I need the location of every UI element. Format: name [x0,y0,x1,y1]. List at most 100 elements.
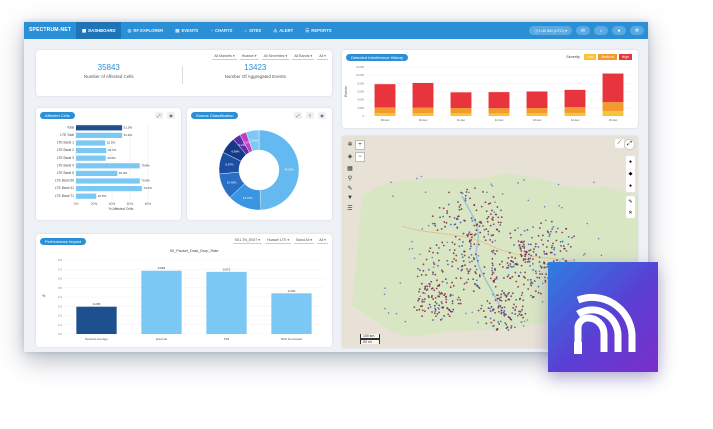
filter-dropdown[interactable]: All ▾ [317,53,328,60]
stacked-bar-segment[interactable] [565,90,586,107]
detected-history-card: Detected Interference History Severity L… [342,50,638,128]
stacked-bar-segment[interactable] [565,113,586,116]
bar[interactable] [76,307,116,334]
filter-dropdown[interactable]: All Severities ▾ [262,53,290,60]
stacked-bar-segment[interactable] [375,107,396,113]
y-tick-label: 0.6 [58,277,62,281]
severity-high[interactable]: High [619,54,632,60]
pencil-icon[interactable]: ✎ [346,184,354,192]
map-icon[interactable]: ▦ [346,164,354,172]
bar-value-label: 0.672 [223,267,231,271]
zoom-in-button[interactable]: + [355,140,365,150]
circle-icon[interactable]: ● [629,183,632,189]
user-menu-button[interactable]: ● [612,26,626,35]
nav-item-events[interactable]: ▤ EVENTS [169,22,204,39]
stacked-bar-segment[interactable] [603,74,624,103]
stacked-bar-segment[interactable] [451,108,472,113]
filter-dropdown[interactable]: All Bands ▾ [292,53,314,60]
stacked-bar-segment[interactable] [413,83,434,108]
stacked-bar-segment[interactable] [375,113,396,116]
camera-icon[interactable]: ◉ [318,112,326,119]
y-axis-label: Events [344,86,348,97]
stacked-bar-segment[interactable] [565,107,586,113]
bar[interactable] [76,163,140,168]
slice-value-label: 49.23% [284,167,294,171]
stacked-bar-segment[interactable] [413,113,434,116]
filter-dropdown[interactable]: S01.TN_E007 ▾ [233,237,262,244]
bar-value-label: 70.8% [141,163,150,167]
bar[interactable] [76,171,117,176]
stacked-bar-segment[interactable] [489,92,510,108]
stacked-bar-segment[interactable] [527,108,548,113]
stacked-bar-segment[interactable] [451,92,472,108]
notifications-button[interactable]: ♪ [594,26,608,35]
filter-value: All Bands [294,54,309,58]
stacked-bar-segment[interactable] [603,111,624,116]
bar[interactable] [76,140,105,145]
category-label: Network Average [85,337,108,341]
edit-icon[interactable]: ✎ [628,199,632,205]
bar[interactable] [141,271,181,334]
bar[interactable] [76,194,96,199]
nav-item-reports[interactable]: ☰ REPORTS [299,22,337,39]
y-tick-label: 6,000 [358,90,365,94]
filter-dropdown[interactable]: Band All ▾ [294,237,314,244]
stacked-bar-segment[interactable] [603,102,624,111]
filter-dropdown[interactable]: Huawei LTE ▾ [265,237,291,244]
filter-dropdown[interactable]: All ▾ [317,237,328,244]
stacked-bar-segment[interactable] [451,113,472,116]
bar[interactable] [76,133,122,138]
search-icon[interactable]: ⚲ [346,174,354,182]
stacked-bar-segment[interactable] [375,84,396,107]
polygon-icon[interactable]: ◆ [629,171,633,177]
filter-icon[interactable]: ▼ [346,194,354,202]
y-tick-label: 4,000 [358,98,365,102]
filter-dropdown[interactable]: Huawei ▾ [240,53,259,60]
user-icon: ● [617,28,620,34]
severity-medium[interactable]: Medium [598,54,616,60]
expand-icon[interactable]: ⤢ [294,112,302,119]
zoom-out-button[interactable]: − [355,152,365,162]
ruler-icon[interactable]: ⟋ [615,139,624,148]
affected-cells-chart: 0% 20% 40% 60% 80%Total 51.2%LTE Total 51.2%LT… [36,120,181,220]
stacked-bar-segment[interactable] [527,92,548,109]
announce-button[interactable]: ✉ [576,26,590,35]
layers-icon[interactable]: ◈ [346,152,354,160]
camera-icon[interactable]: ◉ [167,112,175,119]
bar[interactable] [76,178,140,183]
bar[interactable] [76,148,106,153]
nav-item-alert[interactable]: ⚠ ALERT [267,22,299,39]
x-tick-label: 14-Jan [571,118,580,122]
bar[interactable] [206,272,246,334]
nav-item-rf-explorer[interactable]: ◎ RF EXPLORER [121,22,169,39]
gear-icon[interactable]: ✲ [346,140,354,148]
stacked-bar-segment[interactable] [489,113,510,116]
nav-item-charts[interactable]: ◔ CHARTS [204,22,238,39]
card-title: Source Classification [191,112,238,119]
nav-item-sites[interactable]: ⌂ SITES [238,22,267,39]
bell-icon: ⚠ [273,28,277,34]
list-icon[interactable]: ☰ [346,204,354,212]
filter-value: Huawei LTE [267,238,286,242]
delete-icon[interactable]: ✕ [628,210,632,216]
stacked-bar-segment[interactable] [413,108,434,114]
settings-button[interactable]: ✲ [630,26,644,35]
bar[interactable] [76,186,142,191]
list-icon[interactable]: ≡ [306,112,314,119]
stacked-bar-segment[interactable] [489,108,510,113]
bar[interactable] [271,293,311,334]
marker-icon[interactable]: ● [629,159,632,165]
x-tick-label: 80% [145,202,152,206]
x-tick-label: 0% [74,202,79,206]
source-classification-card: Source Classification ⤢ ≡ ◉ 49.23% 13.72%… [187,108,332,220]
kpi-aggregated-events: 13423 Number Of Aggregated Events [183,63,329,84]
filter-dropdown[interactable]: All Markets ▾ [212,53,237,60]
time-range-selector[interactable]: ◷ 1:40 AM (UTC) ▾ [529,26,572,35]
expand-icon[interactable]: ⤢ [155,112,163,119]
bar[interactable] [76,156,106,161]
bar[interactable] [76,125,122,130]
stacked-bar-segment[interactable] [527,113,548,116]
fullscreen-icon[interactable]: ⤢ [624,139,635,150]
severity-low[interactable]: Low [584,54,596,60]
nav-item-dashboard[interactable]: ▦ DASHBOARD [76,22,121,39]
